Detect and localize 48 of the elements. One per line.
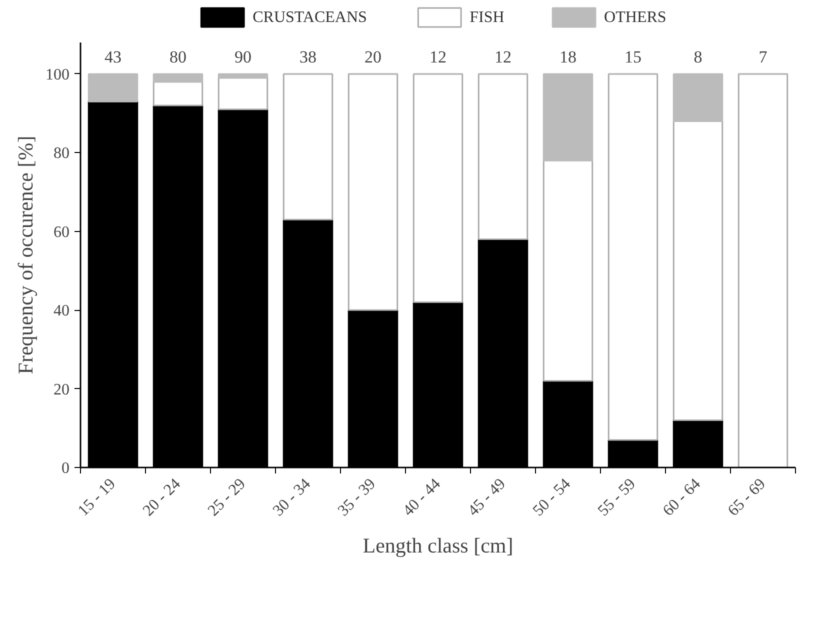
legend-label: OTHERS xyxy=(604,9,666,26)
bar xyxy=(88,73,138,102)
bar xyxy=(542,73,594,162)
x-tick-label: 25 - 29 xyxy=(204,475,250,520)
y-tick-label: 20 xyxy=(54,381,70,398)
annotation: 8 xyxy=(694,48,702,66)
bar xyxy=(152,81,204,106)
bar xyxy=(608,73,658,441)
x-tick-label: 60 - 64 xyxy=(660,475,704,520)
x-tick-label: 65 - 69 xyxy=(724,475,770,520)
annotation: 12 xyxy=(494,48,512,66)
annotation: 18 xyxy=(560,48,576,66)
annotation: 20 xyxy=(364,48,382,66)
x-tick-label: 30 - 34 xyxy=(270,475,314,520)
bar xyxy=(672,73,724,122)
bar xyxy=(348,73,398,311)
bar xyxy=(478,73,528,240)
annotation: 80 xyxy=(170,48,186,66)
bar xyxy=(542,160,594,382)
x-tick-label: 20 - 24 xyxy=(140,475,184,520)
annotation: 15 xyxy=(624,48,642,66)
x-tick-label: 35 - 39 xyxy=(334,475,380,520)
bar xyxy=(218,77,268,110)
annotation: 90 xyxy=(234,48,252,66)
y-tick-label: 40 xyxy=(54,302,70,320)
bar xyxy=(412,73,464,303)
annotation: 7 xyxy=(758,48,768,66)
y-tick-label: 0 xyxy=(62,460,70,477)
legend-label: FISH xyxy=(470,9,505,26)
x-tick-label: 55 - 59 xyxy=(594,475,640,520)
annotation: 38 xyxy=(300,48,316,66)
x-tick-label: 15 - 19 xyxy=(74,475,120,520)
y-tick-label: 100 xyxy=(46,66,70,84)
annotation: 12 xyxy=(430,48,446,66)
x-tick-label: 50 - 54 xyxy=(530,475,574,520)
x-axis-title: Length class [cm] xyxy=(362,534,514,558)
x-tick-label: 40 - 44 xyxy=(400,475,444,520)
y-tick-label: 60 xyxy=(54,224,70,241)
x-tick-label: 45 - 49 xyxy=(464,475,510,520)
annotation: 43 xyxy=(104,48,122,66)
bar xyxy=(282,73,334,220)
bar xyxy=(218,73,268,79)
bar xyxy=(672,120,724,422)
bar xyxy=(738,73,788,468)
y-axis-title: Frequency of occurence [%] xyxy=(14,136,38,374)
legend-label: CRUSTACEANS xyxy=(252,9,367,26)
y-tick-label: 80 xyxy=(54,145,70,162)
bar xyxy=(152,73,204,83)
